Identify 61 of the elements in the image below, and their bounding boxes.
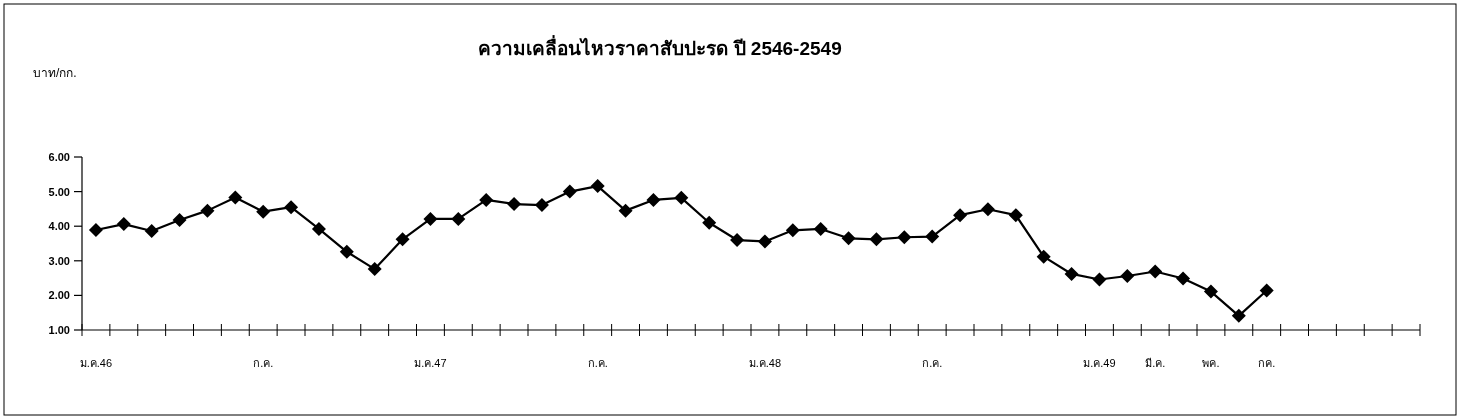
point <box>1120 269 1135 284</box>
x-tick-label: กค. <box>1258 357 1276 369</box>
point <box>451 211 466 226</box>
point <box>256 204 271 219</box>
point <box>730 233 745 248</box>
point <box>841 231 856 246</box>
point <box>144 224 159 239</box>
point <box>534 198 549 213</box>
point <box>1259 283 1274 298</box>
point <box>1176 271 1191 286</box>
x-tick-label: ม.ค.46 <box>79 357 113 369</box>
point <box>1008 208 1023 223</box>
point <box>785 223 800 238</box>
y-tick-label: 1.00 <box>48 324 70 336</box>
point <box>1092 272 1107 287</box>
point <box>953 208 968 223</box>
point <box>339 244 354 259</box>
x-tick-label: ม.ค.48 <box>748 357 782 369</box>
point <box>228 190 243 205</box>
point <box>590 179 605 194</box>
point <box>1148 264 1163 279</box>
point <box>869 232 884 247</box>
point <box>618 203 633 218</box>
point <box>479 192 494 207</box>
point <box>925 229 940 244</box>
x-tick-label: ก.ค. <box>922 357 943 369</box>
point <box>367 262 382 277</box>
text: บาท/กก. <box>33 66 77 80</box>
x-tick-label: ก.ค. <box>253 357 274 369</box>
point <box>757 234 772 249</box>
point <box>562 184 577 199</box>
y-tick-label: 3.00 <box>48 254 70 267</box>
point <box>88 223 103 238</box>
y-tick-label: 4.00 <box>48 220 70 233</box>
point <box>1231 308 1246 323</box>
x-tick-label: พค. <box>1202 357 1220 369</box>
point <box>1036 249 1051 264</box>
point <box>1203 284 1218 299</box>
point <box>1064 266 1079 281</box>
x-tick-label: ม.ค.49 <box>1083 357 1116 369</box>
point <box>423 211 438 226</box>
point <box>116 217 131 232</box>
y-tick-label: 6.00 <box>48 151 70 163</box>
point <box>813 221 828 236</box>
point <box>172 212 187 227</box>
x-tick-label: มี.ค. <box>1145 357 1166 369</box>
y-tick-label: 2.00 <box>48 289 70 302</box>
point <box>674 190 689 205</box>
x-tick-label: ม.ค.47 <box>414 357 447 369</box>
point <box>702 215 717 230</box>
chart-title: ความเคลื่อนไหวราคาสับปะรด ปี 2546-2549 <box>478 35 842 59</box>
point <box>980 202 995 217</box>
point <box>284 200 299 215</box>
point <box>311 221 326 236</box>
point <box>507 197 522 212</box>
point <box>646 192 661 207</box>
x-tick-label: ก.ค. <box>587 357 608 369</box>
point <box>395 232 410 247</box>
point <box>200 203 215 218</box>
point <box>897 230 912 245</box>
y-tick-label: 5.00 <box>48 185 70 198</box>
